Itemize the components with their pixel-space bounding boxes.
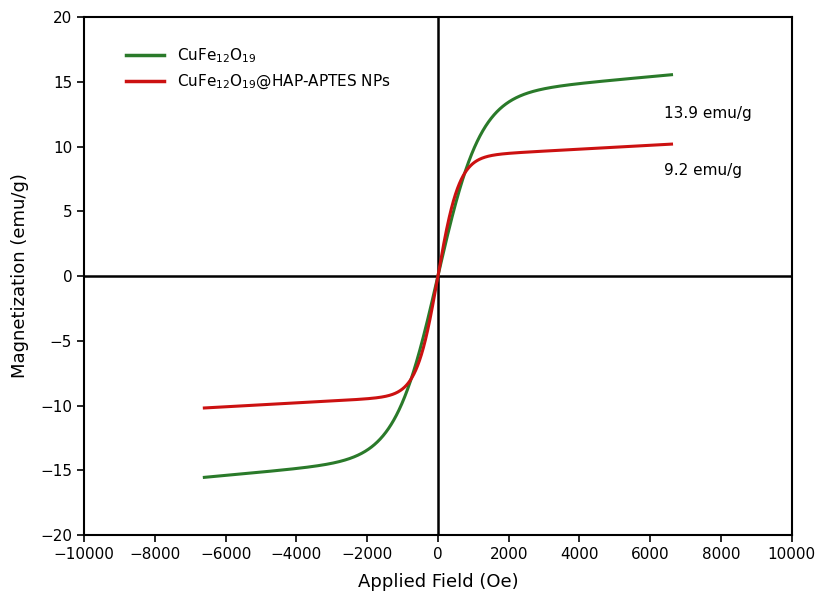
- Text: 13.9 emu/g: 13.9 emu/g: [664, 106, 753, 121]
- Text: 9.2 emu/g: 9.2 emu/g: [664, 163, 743, 178]
- X-axis label: Applied Field (Oe): Applied Field (Oe): [357, 573, 519, 591]
- Legend: CuFe$_{12}$O$_{19}$, CuFe$_{12}$O$_{19}$@HAP-APTES NPs: CuFe$_{12}$O$_{19}$, CuFe$_{12}$O$_{19}$…: [120, 40, 396, 98]
- Y-axis label: Magnetization (emu/g): Magnetization (emu/g): [11, 173, 29, 379]
